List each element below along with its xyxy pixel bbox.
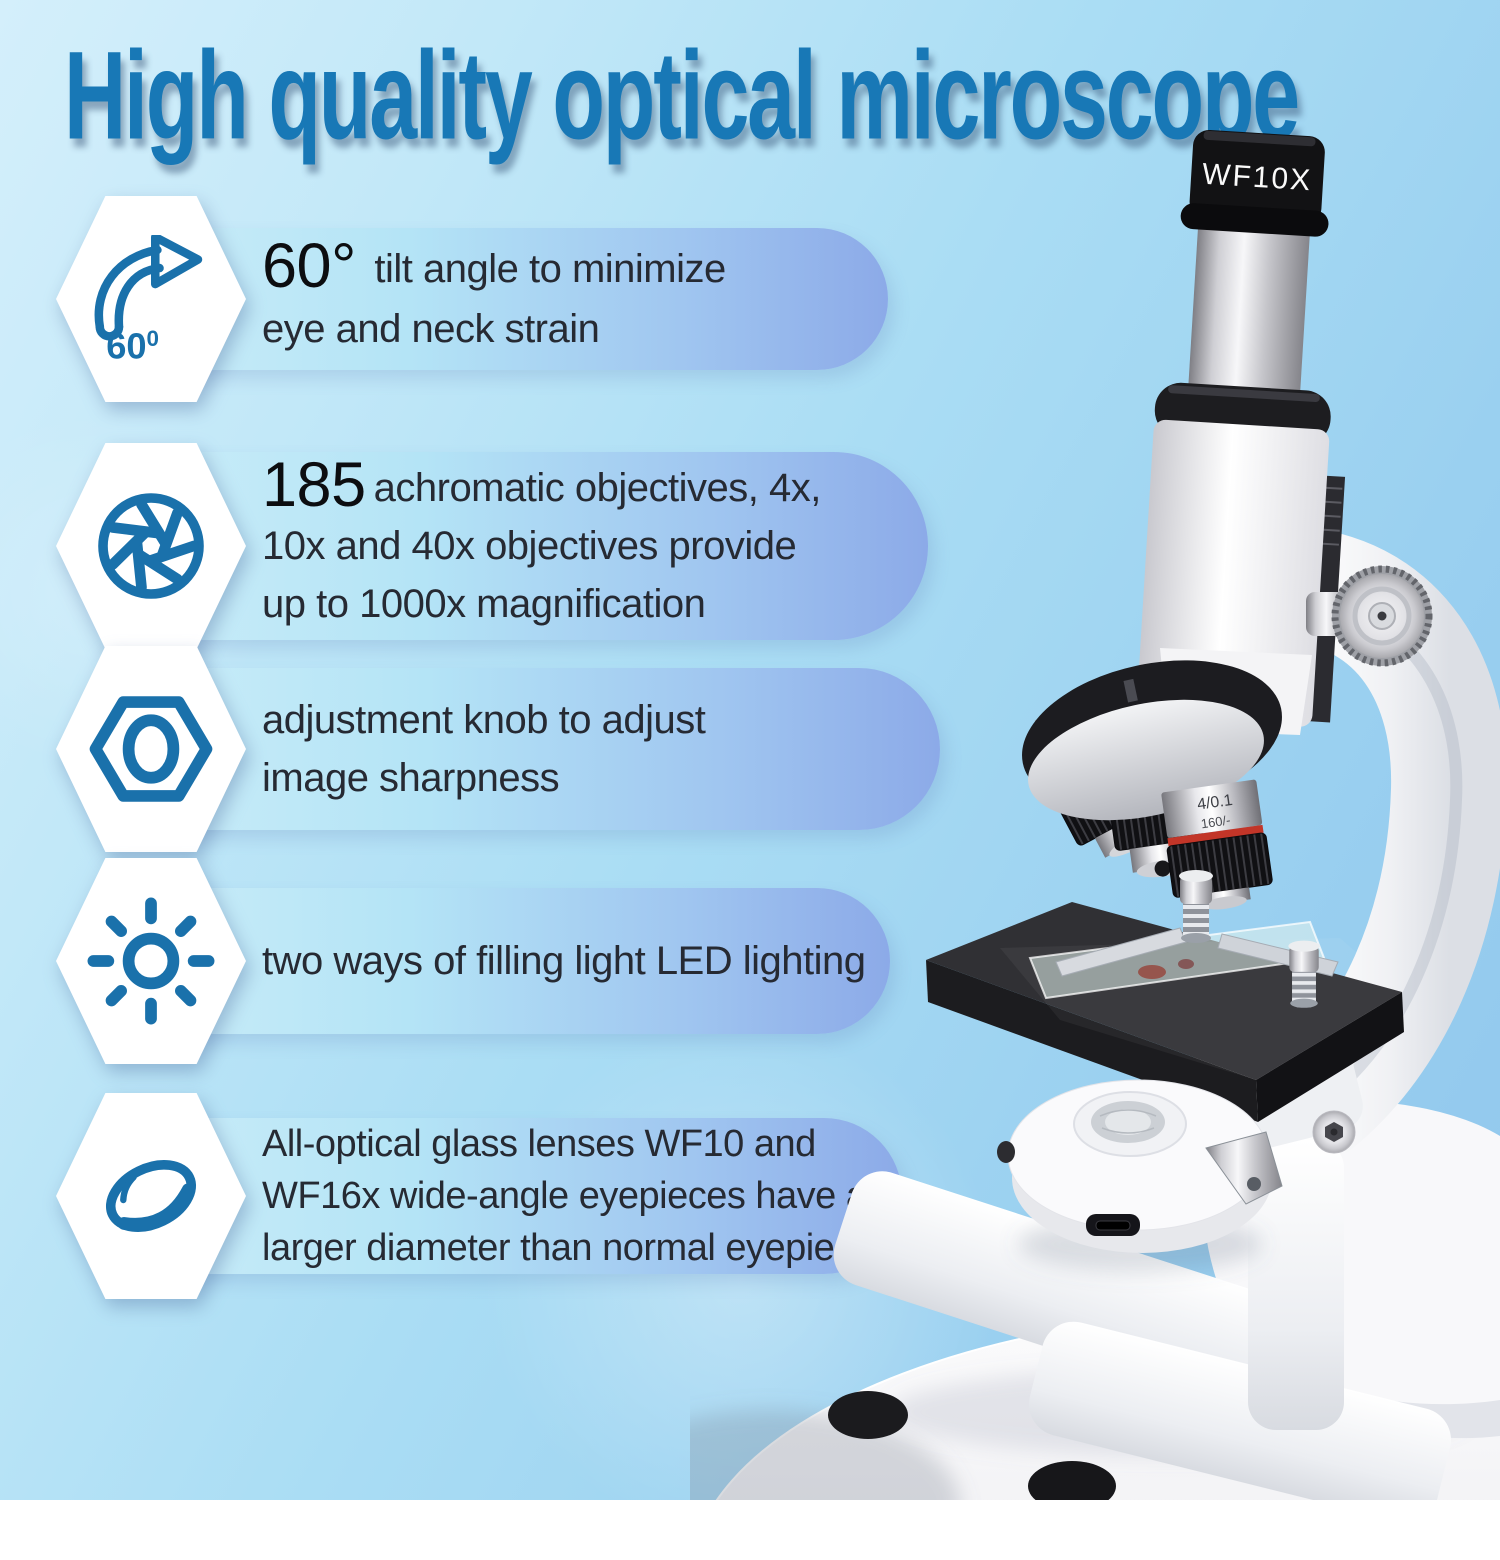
feature-pill xyxy=(150,888,890,1034)
feature-row-tilt: 60° tilt angle to minimize eye and neck s… xyxy=(0,228,1500,370)
aperture-icon xyxy=(98,493,204,599)
stage xyxy=(926,870,1404,1122)
objective-label: 160/- xyxy=(1200,812,1231,831)
page-title: High quality optical microscope xyxy=(64,26,1300,167)
feature-highlight: 185 xyxy=(262,450,366,520)
feature-line: adjustment knob to adjust xyxy=(262,698,706,742)
stage-clip-screw xyxy=(1179,870,1213,943)
feature-hexagon: 600 xyxy=(56,196,246,402)
feature-text: adjustment knob to adjust image sharpness xyxy=(262,668,706,830)
rubber-foot xyxy=(828,1391,908,1439)
microscope-photo: WF10X 40/0.65 160/0.17 xyxy=(690,130,1500,1500)
feature-hexagon xyxy=(56,443,246,649)
base-prong xyxy=(1028,1321,1452,1500)
feature-row-led: two ways of filling light LED lighting xyxy=(0,888,1500,1034)
feature-highlight: 60° xyxy=(262,231,356,301)
feature-line: eye and neck strain xyxy=(262,307,600,351)
lens-icon xyxy=(105,1160,197,1232)
metal-clip xyxy=(1205,1131,1283,1205)
objective-label: 4/0.1 xyxy=(1196,792,1234,814)
specimen xyxy=(1138,965,1166,979)
feature-text: All-optical glass lenses WF10 and WF16x w… xyxy=(262,1118,892,1274)
feature-text: 185 achromatic objectives, 4x, 10x and 40x… xyxy=(262,452,821,640)
pivot-screw xyxy=(1312,1110,1356,1154)
rubber-foot xyxy=(1028,1461,1116,1500)
eyepiece-cap xyxy=(1189,130,1325,225)
feature-text: 60° tilt angle to minimize eye and neck s… xyxy=(262,228,726,370)
feature-row-objectives: 185 achromatic objectives, 4x, 10x and 40x… xyxy=(0,452,1500,640)
feature-line: All-optical glass lenses WF10 and xyxy=(262,1123,816,1165)
feature-pill xyxy=(150,668,940,830)
feature-pill xyxy=(150,1118,902,1274)
sun-icon xyxy=(87,897,215,1025)
feature-row-eyepieces: All-optical glass lenses WF10 and WF16x w… xyxy=(0,1118,1500,1274)
icon-angle-label: 600 xyxy=(106,326,159,363)
feature-line: WF16x wide-angle eyepieces have a xyxy=(262,1175,867,1217)
optical-head: WF10X xyxy=(1136,130,1346,727)
feature-hexagon xyxy=(56,646,246,852)
curved-arrow-icon: 600 xyxy=(94,235,203,363)
feature-line: achromatic objectives, 4x, xyxy=(373,466,822,510)
feature-line: 10x and 40x objectives provide xyxy=(262,524,797,568)
objective-ring xyxy=(1167,824,1264,847)
led-illuminator xyxy=(997,1079,1283,1272)
ocular-tube xyxy=(1188,221,1311,399)
feature-pill xyxy=(150,228,888,370)
feature-hexagon xyxy=(56,1093,246,1299)
feature-text: two ways of filling light LED lighting xyxy=(262,888,866,1034)
stage-clip-screw xyxy=(1288,940,1320,1008)
feature-line: larger diameter than normal eyepieces xyxy=(262,1227,892,1269)
feature-line: two ways of filling light LED lighting xyxy=(262,939,866,983)
objective-4x: 4/0.1 160/- xyxy=(1161,779,1273,910)
feature-line: up to 1000x magnification xyxy=(262,582,706,626)
feature-pill xyxy=(150,452,928,640)
feature-hexagon xyxy=(56,858,246,1064)
eyepiece-label: WF10X xyxy=(1201,158,1313,198)
feature-row-focus: adjustment knob to adjust image sharpness xyxy=(0,668,1500,830)
feature-line: image sharpness xyxy=(262,756,560,800)
power-switch-nub xyxy=(997,1141,1015,1163)
hex-nut-icon xyxy=(89,696,213,802)
focus-knob xyxy=(1306,565,1433,667)
feature-line: tilt angle to minimize xyxy=(363,247,726,291)
